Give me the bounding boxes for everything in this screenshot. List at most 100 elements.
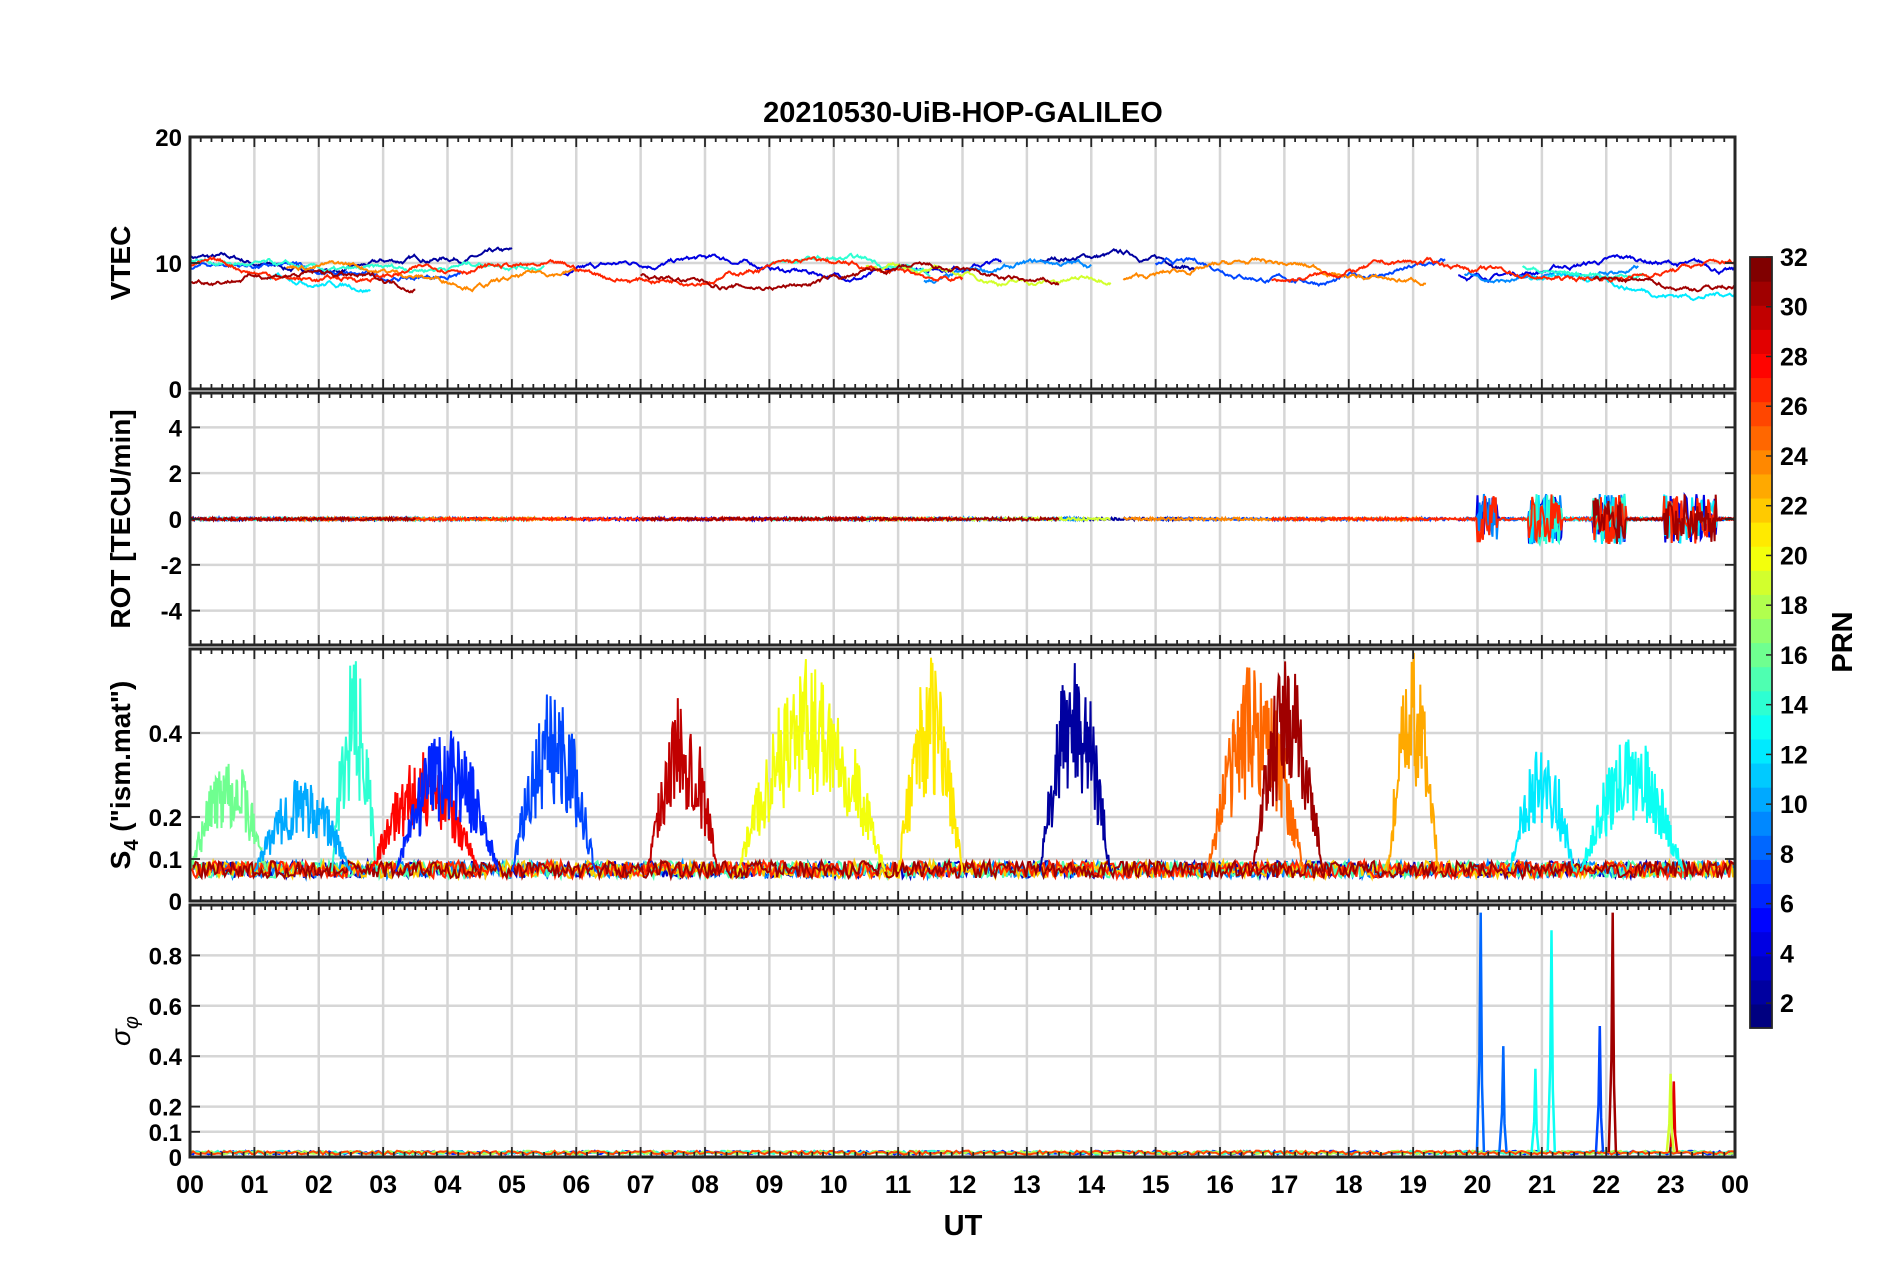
colorbar-band <box>1750 787 1772 812</box>
x-tick-label: 00 <box>176 1171 204 1199</box>
series-line-prn-4 <box>562 253 1002 283</box>
colorbar-band <box>1750 257 1772 282</box>
series-line-prn-27 <box>1271 256 1735 284</box>
y-tick-label: 0 <box>169 1145 182 1172</box>
colorbar-band <box>1750 570 1772 595</box>
y-axis-label-sigma_phi: σφ <box>105 1016 143 1046</box>
colorbar-tick-label: 4 <box>1780 940 1794 968</box>
colorbar-frame <box>1749 256 1773 1029</box>
burst-prn-16 <box>190 763 269 872</box>
grid-vtec <box>190 137 1735 389</box>
colorbar-label: PRN <box>1827 611 1859 672</box>
x-tick-label: 08 <box>691 1171 719 1199</box>
plot-area-s4 <box>190 652 1735 882</box>
series-line-prn-14 <box>190 257 545 274</box>
colorbar-band <box>1750 931 1772 957</box>
y-tick-label: 0.8 <box>149 943 182 970</box>
colorbar-band <box>1750 473 1772 499</box>
burst-prn-31 <box>1251 661 1324 872</box>
series-line-prn-31 <box>190 269 416 294</box>
colorbar-band <box>1750 714 1772 740</box>
colorbar-band <box>1750 642 1772 668</box>
x-tick-label: 04 <box>434 1171 462 1199</box>
colorbar-tick-label: 24 <box>1780 443 1808 471</box>
colorbar-band <box>1750 762 1772 788</box>
x-tick-label: 00 <box>1721 1171 1749 1199</box>
colorbar-tick-label: 2 <box>1780 990 1794 1018</box>
x-tick-label: 22 <box>1592 1171 1620 1199</box>
spike-prn-7 <box>1594 1025 1605 1153</box>
series-line-prn-27 <box>190 256 964 287</box>
colorbar-band <box>1750 690 1772 716</box>
spike-prn-19 <box>1665 1073 1676 1153</box>
colorbar-band <box>1750 353 1772 379</box>
y-tick-label: -2 <box>161 553 182 580</box>
x-tick-label: 21 <box>1528 1171 1556 1199</box>
colorbar-band <box>1750 522 1772 547</box>
spike-prn-13 <box>1530 1068 1540 1153</box>
x-axis-label: UT <box>944 1210 983 1242</box>
x-tick-label: 23 <box>1657 1171 1685 1199</box>
colorbar-band <box>1750 401 1772 427</box>
chart-title: 20210530-UiB-HOP-GALILEO <box>763 97 1163 129</box>
x-tick-label: 09 <box>755 1171 783 1199</box>
x-tick-label: 03 <box>369 1171 397 1199</box>
y-tick-label: 0.6 <box>149 994 182 1021</box>
series-line-prn-24 <box>285 260 577 293</box>
y-tick-label: 0.2 <box>149 805 182 832</box>
colorbar-band <box>1750 666 1772 692</box>
colorbar-band <box>1750 497 1772 523</box>
y-tick-label: 0.2 <box>149 1095 182 1122</box>
y-tick-label: 0.4 <box>149 721 183 748</box>
series-line-prn-2 <box>1039 247 1196 271</box>
burst-prn-6 <box>395 730 500 872</box>
y-tick-label: 4 <box>169 415 183 442</box>
panel-s4: 0.1 0.2 0.4 0 S4 ("ism.mat") <box>105 647 1737 916</box>
series-line-prn-9 <box>923 257 1092 284</box>
spike-prn-8 <box>1475 912 1486 1153</box>
series-line-prn-14 <box>1521 265 1646 281</box>
colorbar-band <box>1750 835 1772 860</box>
panel-sigma_phi: 00.10.2 0.4 0.6 0.8 σφ <box>105 903 1737 1172</box>
series-line-prn-31 <box>1592 275 1735 293</box>
burst-prn-23 <box>1386 652 1440 872</box>
colorbar-band <box>1750 377 1772 403</box>
y-tick-label: 0 <box>169 377 182 404</box>
y-tick-label: 0.1 <box>149 847 182 874</box>
y-axis-label-rot: ROT [TECU/min] <box>105 409 136 628</box>
colorbar-tick-label: 20 <box>1780 542 1808 570</box>
panel-vtec: 0 10 20 VTEC <box>105 125 1737 404</box>
colorbar-band <box>1750 955 1772 981</box>
series-line-prn-9 <box>1463 264 1639 284</box>
x-tick-label: 07 <box>627 1171 655 1199</box>
colorbar-band <box>1750 594 1772 620</box>
colorbar-tick-label: 26 <box>1780 393 1808 421</box>
colorbar-band <box>1750 738 1772 764</box>
colorbar-band <box>1750 859 1772 885</box>
y-axis-label-vtec: VTEC <box>105 226 136 301</box>
x-tick-label: 11 <box>885 1171 912 1199</box>
colorbar-band <box>1750 305 1772 330</box>
y-tick-label: 2 <box>169 461 182 488</box>
burst-prn-7 <box>510 694 597 872</box>
colorbar-tick-label: 32 <box>1780 244 1808 272</box>
colorbar-band <box>1750 811 1772 836</box>
x-tick-label: 19 <box>1399 1171 1427 1199</box>
burst-prn-21 <box>897 657 964 872</box>
y-axis-label-s4: S4 ("ism.mat") <box>105 681 143 870</box>
colorbar-band <box>1750 979 1772 1005</box>
colorbar-tick-label: 18 <box>1780 592 1808 620</box>
x-tick-label: 02 <box>305 1171 333 1199</box>
spike-prn-31 <box>1607 912 1618 1153</box>
colorbar-tick-label: 14 <box>1780 692 1808 720</box>
colorbar-band <box>1750 883 1772 909</box>
burst-prn-10 <box>253 779 352 873</box>
colorbar-band <box>1750 281 1772 306</box>
plot-area-rot <box>190 492 1735 548</box>
x-tick-label: 20 <box>1464 1171 1492 1199</box>
burst-prn-14 <box>330 661 378 872</box>
x-tick-label: 18 <box>1335 1171 1363 1199</box>
y-tick-label: 0.1 <box>149 1120 182 1147</box>
